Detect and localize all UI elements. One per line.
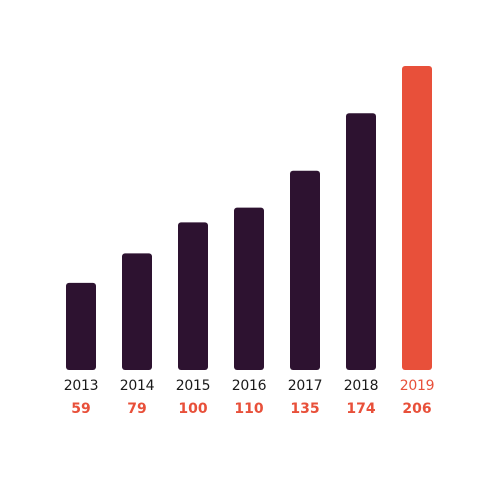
year-label-2015: 2015: [176, 378, 210, 394]
bars-group: [66, 66, 432, 370]
year-label-2019: 2019: [400, 378, 434, 394]
year-label-2014: 2014: [120, 378, 155, 394]
value-label-2017: 135: [290, 401, 319, 417]
bar-2015: [178, 222, 208, 370]
bar-2018: [346, 113, 376, 370]
year-label-2017: 2017: [288, 378, 322, 394]
value-label-2015: 100: [178, 401, 207, 417]
year-label-2013: 2013: [64, 378, 98, 394]
value-label-2013: 59: [71, 401, 90, 417]
year-label-2016: 2016: [232, 378, 267, 394]
bar-2014: [122, 253, 152, 370]
bar-2013: [66, 282, 96, 370]
bar-2019: [402, 66, 432, 370]
value-label-2019: 206: [402, 401, 431, 417]
value-label-2014: 79: [127, 401, 146, 417]
value-label-2016: 110: [234, 401, 263, 417]
year-label-2018: 2018: [344, 378, 378, 394]
value-labels-group: 59 79 100 110 135 174 206: [71, 401, 431, 417]
bar-2016: [234, 207, 264, 370]
value-label-2018: 174: [346, 401, 375, 417]
bar-2017: [290, 170, 320, 370]
year-labels-group: 2013 2014 2015 2016 2017 2018 2019: [64, 378, 435, 394]
